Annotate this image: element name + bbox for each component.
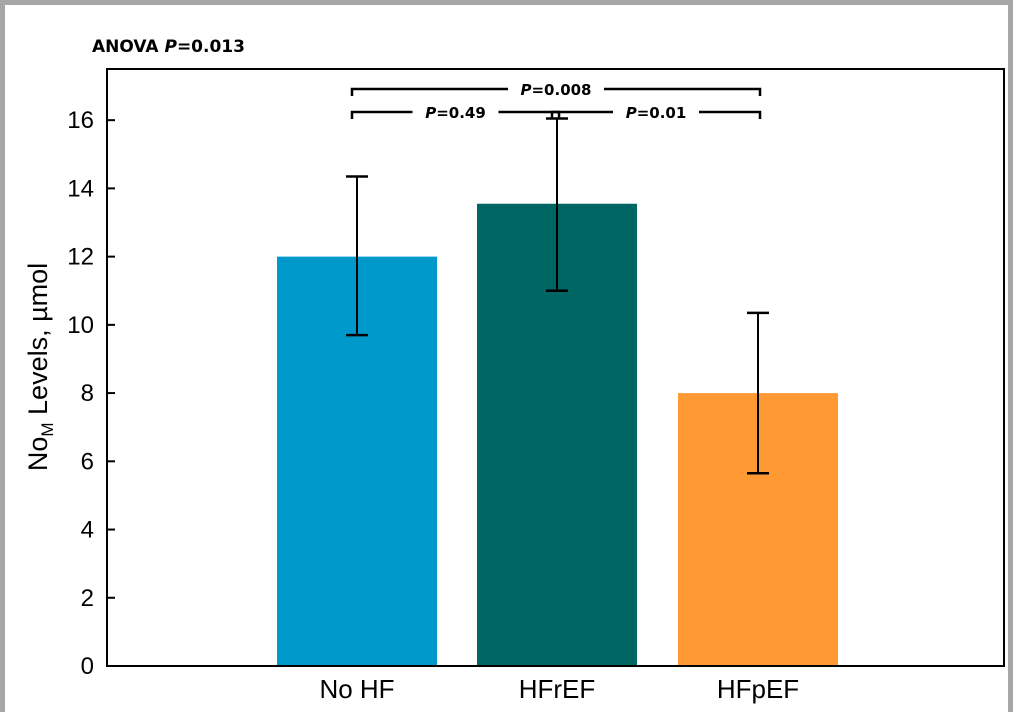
y-tick-label-3: 6 xyxy=(81,448,94,475)
comparison-label-2: P=0.01 xyxy=(626,104,687,122)
comparison-label-1: P=0.49 xyxy=(425,104,486,122)
y-tick-label-6: 12 xyxy=(67,244,94,271)
y-tick-label-0: 0 xyxy=(81,653,94,680)
y-tick-label-8: 16 xyxy=(67,107,94,134)
x-category-label-0: No HF xyxy=(319,674,394,704)
y-tick-label-4: 8 xyxy=(81,380,94,407)
comparison-label-0: P=0.008 xyxy=(520,81,591,99)
label-layer: 0 2 4 6 8 10 12 14 16 No HF HFrEF HFpEF xyxy=(67,107,799,704)
comparison-layer: P=0.008 P=0.49 P=0.01 xyxy=(350,81,762,122)
x-category-label-2: HFpEF xyxy=(717,674,799,704)
tick-layer xyxy=(107,119,115,667)
error-bar-layer xyxy=(346,117,769,475)
y-tick-label-1: 2 xyxy=(81,585,94,612)
comparison-bracket-2 xyxy=(550,110,762,119)
comparison-bracket-0 xyxy=(350,87,762,96)
plot-area-border xyxy=(106,68,1005,667)
y-tick-label-5: 10 xyxy=(67,312,94,339)
x-category-label-1: HFrEF xyxy=(519,674,596,704)
anova-annotation: ANOVA P=0.013 xyxy=(92,37,245,57)
y-tick-label-7: 14 xyxy=(67,175,94,202)
y-axis-label: NoM Levels, µmol xyxy=(23,263,57,471)
y-tick-label-2: 4 xyxy=(81,517,94,544)
